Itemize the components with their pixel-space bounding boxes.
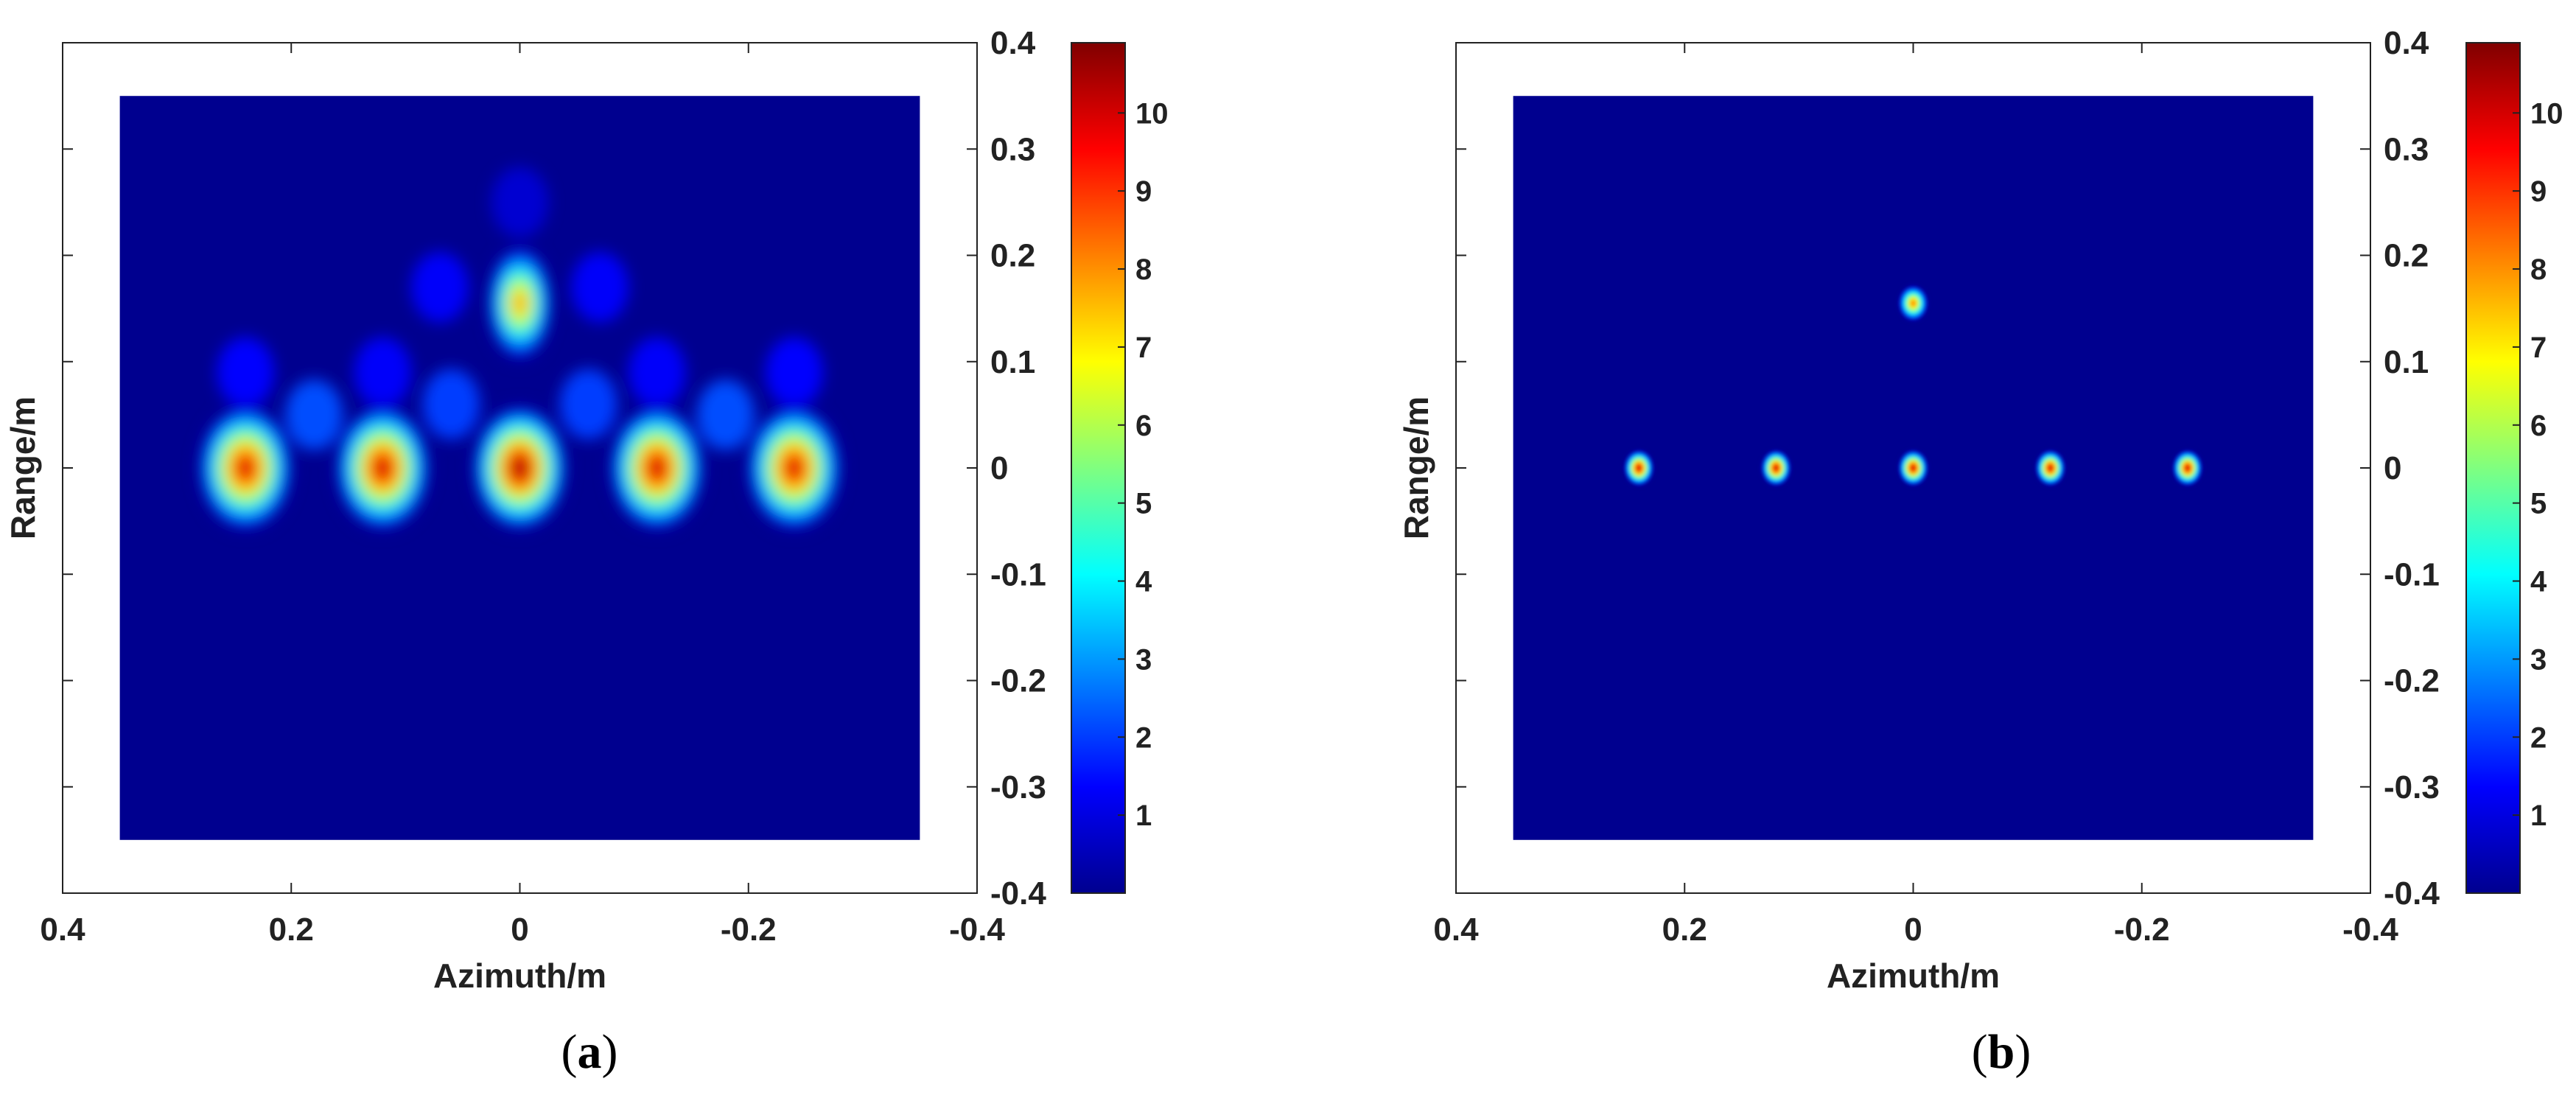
- x-tick-label: -0.2: [721, 912, 777, 948]
- y-tick-label: -0.2: [990, 663, 1046, 699]
- sidelobe-mark: [628, 337, 686, 408]
- sidelobe-mark: [696, 380, 755, 450]
- y-tick-label: 0.2: [2384, 238, 2429, 274]
- sidelobe-mark: [354, 337, 412, 408]
- y-tick-label: 0.3: [2384, 131, 2429, 167]
- x-axis-label: Azimuth/m: [433, 957, 606, 995]
- colorbar-tick-label: 7: [2530, 332, 2547, 364]
- peak-mark: [2172, 450, 2202, 486]
- y-tick-label: 0.3: [990, 131, 1035, 167]
- peak-mark: [1898, 284, 1928, 321]
- peak-mark: [746, 404, 842, 532]
- x-tick-label: 0: [1904, 912, 1922, 948]
- x-tick-label: -0.4: [2342, 912, 2398, 948]
- colorbar-tick-label: 3: [2530, 643, 2547, 676]
- panel-caption-a: (a): [561, 1025, 618, 1079]
- colorbar-tick-label: 4: [1135, 566, 1152, 598]
- colorbar-tick-label: 1: [2530, 800, 2547, 832]
- colorbar: [1071, 42, 1126, 894]
- x-tick-label: 0.2: [269, 912, 314, 948]
- x-tick-label: 0.2: [1662, 912, 1707, 948]
- heatmap-image: [119, 96, 920, 840]
- colorbar: [2465, 42, 2521, 894]
- sidelobe-mark: [285, 380, 343, 450]
- colorbar-tick-label: 5: [2530, 488, 2547, 520]
- y-tick-label: -0.1: [990, 556, 1046, 592]
- chart-panel-b: 0.4 0.2 0 -0.2 -0.4 0.4 0.3 0.2 0.1 0 -0.1 -0.2 -0.3…: [1397, 25, 2563, 995]
- chart-panel-a: 0.4 0.2 0 -0.2 -0.4 0.4 0.3 0.2 0.1 0 -0.1 -0.2 -0.3…: [4, 25, 1169, 995]
- colorbar-tick-label: 5: [1135, 488, 1152, 520]
- colorbar-tick-label: 3: [1135, 643, 1152, 676]
- colorbar-tick-label: 9: [2530, 175, 2547, 208]
- peak-mark: [2035, 450, 2065, 486]
- heatmap-image: [1513, 96, 2314, 840]
- colorbar-tick-label: 9: [1135, 175, 1152, 208]
- y-tick-label: -0.3: [990, 769, 1046, 805]
- y-tick-label: -0.2: [2384, 663, 2440, 699]
- y-tick-label: -0.4: [990, 875, 1046, 912]
- x-tick-label: 0.4: [1433, 912, 1479, 948]
- y-tick-label: 0.4: [990, 25, 1036, 61]
- x-tick-label: -0.4: [949, 912, 1005, 948]
- sidelobe-mark: [491, 167, 549, 237]
- y-tick-label: 0.1: [990, 344, 1035, 380]
- peak-mark: [1624, 450, 1654, 486]
- y-tick-label: -0.1: [2384, 556, 2440, 592]
- peak-mark: [335, 404, 431, 532]
- x-tick-label: 0.4: [40, 912, 85, 948]
- colorbar-tick-label: 2: [2530, 721, 2547, 754]
- peak-mark: [197, 404, 294, 532]
- y-tick-label: -0.4: [2384, 875, 2440, 912]
- colorbar-tick-label: 6: [1135, 410, 1152, 442]
- panel-caption-b: (b): [1971, 1025, 2031, 1079]
- y-tick-label: -0.3: [2384, 769, 2440, 805]
- colorbar-tick-label: 10: [2530, 97, 2563, 130]
- peak-mark: [609, 404, 705, 532]
- sidelobe-mark: [766, 337, 823, 408]
- colorbar-tick-label: 10: [1135, 97, 1169, 130]
- y-tick-label: 0: [990, 450, 1008, 486]
- sidelobe-mark: [571, 252, 629, 323]
- y-tick-label: 0.2: [990, 238, 1035, 274]
- peak-mark: [486, 245, 553, 362]
- sidelobe-mark: [559, 368, 617, 440]
- y-tick-label: 0.1: [2384, 344, 2429, 380]
- sidelobe-mark: [217, 337, 274, 408]
- peak-mark: [1898, 450, 1928, 486]
- colorbar-tick-label: 8: [2530, 253, 2547, 286]
- x-tick-label: -0.2: [2114, 912, 2170, 948]
- peak-mark: [472, 404, 568, 532]
- y-tick-label: 0.4: [2384, 25, 2429, 61]
- colorbar-tick-label: 1: [1135, 800, 1152, 832]
- y-axis-label: Range/m: [4, 396, 42, 539]
- sidelobe-mark: [422, 368, 480, 440]
- colorbar-tick-label: 8: [1135, 253, 1152, 286]
- colorbar-tick-label: 4: [2530, 566, 2547, 598]
- colorbar-tick-label: 6: [2530, 410, 2547, 442]
- colorbar-tick-label: 7: [1135, 332, 1152, 364]
- y-axis-label: Range/m: [1397, 396, 1435, 539]
- colorbar-tick-label: 2: [1135, 721, 1152, 754]
- x-axis-label: Azimuth/m: [1827, 957, 2000, 995]
- x-tick-label: 0: [511, 912, 528, 948]
- peak-mark: [1761, 450, 1791, 486]
- y-tick-label: 0: [2384, 450, 2401, 486]
- sidelobe-mark: [411, 252, 469, 323]
